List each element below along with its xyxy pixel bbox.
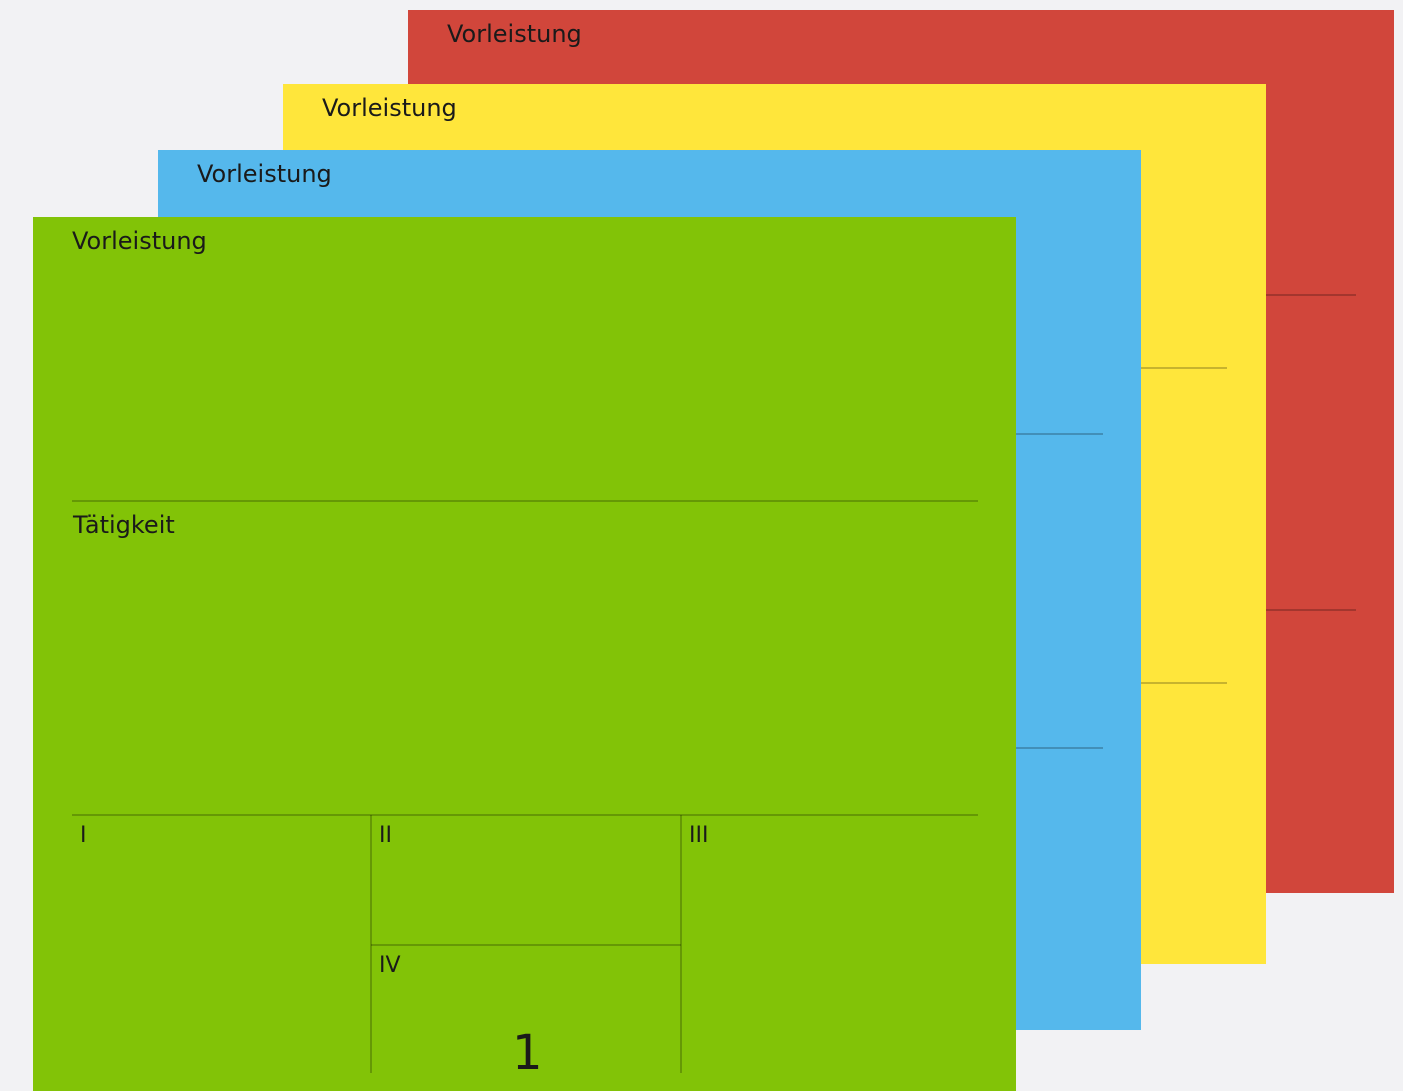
quadrant-label-ii: II — [379, 823, 392, 848]
quadrant-label-i: I — [80, 823, 87, 848]
card-number: 1 — [512, 1025, 543, 1081]
card-title: Vorleistung — [322, 94, 457, 122]
divider-line — [1266, 294, 1356, 296]
quadrant-divider — [370, 815, 372, 1073]
card-title: Vorleistung — [447, 20, 582, 48]
divider-line — [1141, 682, 1227, 684]
quadrant-divider — [371, 944, 681, 946]
card-title: Vorleistung — [197, 160, 332, 188]
divider-line — [1016, 433, 1103, 435]
card-title: Vorleistung — [72, 227, 207, 255]
activity-label: Tätigkeit — [73, 511, 175, 539]
divider-line — [72, 814, 978, 816]
divider-line — [1141, 367, 1227, 369]
quadrant-label-iii: III — [689, 823, 709, 848]
divider-line — [72, 500, 978, 502]
divider-line — [1266, 609, 1356, 611]
card-green: Vorleistung Tätigkeit I II III IV 1 — [33, 217, 1016, 1091]
divider-line — [1016, 747, 1103, 749]
quadrant-label-iv: IV — [379, 953, 401, 978]
quadrant-divider — [680, 815, 682, 1073]
